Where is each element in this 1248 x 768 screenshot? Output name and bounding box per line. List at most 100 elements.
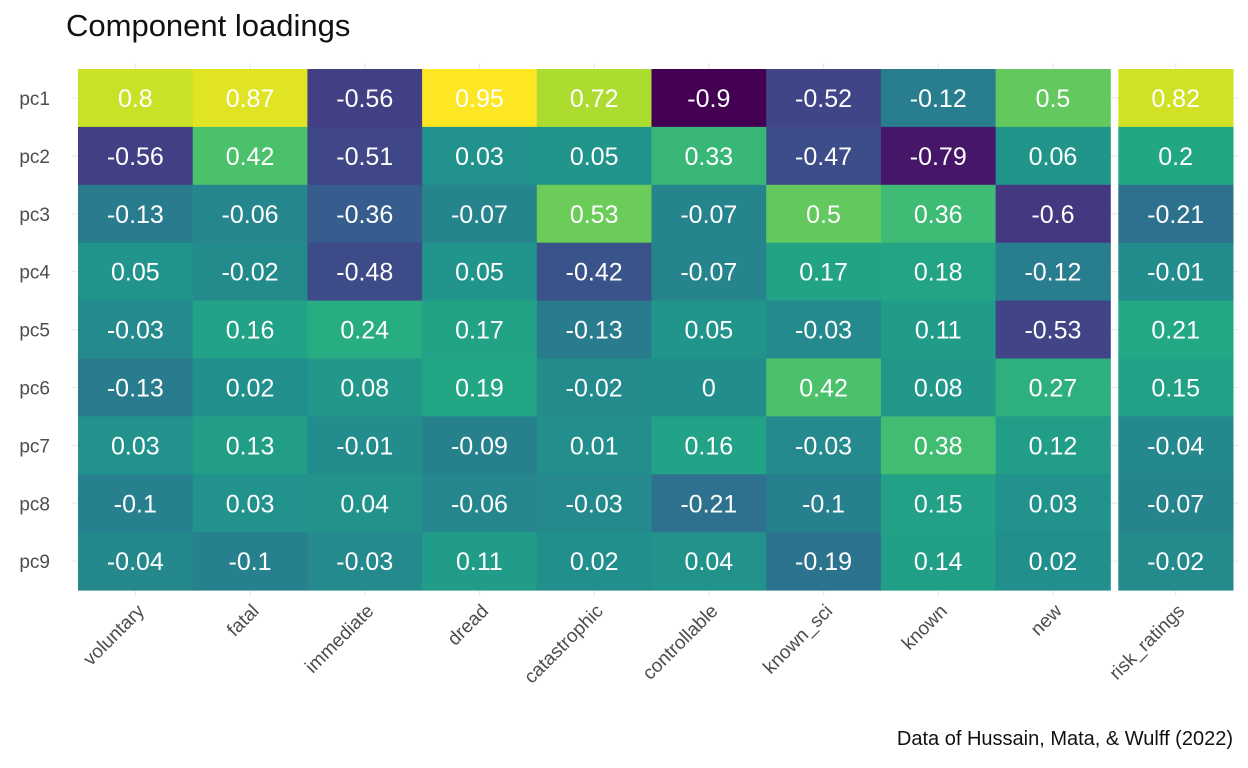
cell-value-label: 0.04 xyxy=(340,490,389,518)
cell-value-label: 0.03 xyxy=(226,490,275,518)
heatmap-cell xyxy=(307,358,423,417)
cell-value-label: -0.13 xyxy=(107,201,164,229)
y-tick-label: pc2 xyxy=(19,147,50,168)
cell-value-label: 0.17 xyxy=(799,259,848,287)
heatmap-cell xyxy=(1118,300,1234,359)
heatmap-cell xyxy=(422,242,538,302)
cell-value-label: -0.01 xyxy=(336,432,393,460)
heatmap-cell xyxy=(536,300,652,359)
heatmap-cell xyxy=(995,474,1111,533)
cell-value-label: -0.13 xyxy=(566,317,623,345)
cell-value-label: 0.19 xyxy=(455,374,504,402)
heatmap-cell xyxy=(1118,69,1234,128)
cell-value-label: 0 xyxy=(702,374,716,402)
y-tick-label: pc1 xyxy=(19,89,50,110)
cell-value-label: -0.09 xyxy=(451,432,508,460)
cell-value-label: -0.13 xyxy=(107,374,164,402)
y-tick-label: pc9 xyxy=(19,552,50,573)
heatmap-cell xyxy=(78,358,194,417)
cell-value-label: -0.12 xyxy=(1024,259,1081,287)
heatmap-cell xyxy=(307,242,423,302)
heatmap-cell xyxy=(880,242,997,302)
x-tick-label: risk_ratings xyxy=(1106,601,1190,685)
cell-value-label: 0.21 xyxy=(1151,317,1200,345)
cell-value-label: 0.08 xyxy=(914,374,963,402)
heatmap-cell xyxy=(192,242,308,302)
cell-value-label: -0.53 xyxy=(1024,317,1081,345)
cell-value-label: 0.02 xyxy=(1029,548,1078,576)
cell-value-label: 0.05 xyxy=(685,317,734,345)
cell-value-label: -0.07 xyxy=(680,259,737,287)
heatmap-cells: 0.8 0.87 -0.56 0.95 0.72 -0.9 -0.52 -0.12 0.5 0.8… xyxy=(78,69,1234,591)
heatmap-cell xyxy=(536,358,652,417)
heatmap-cell xyxy=(880,69,997,128)
heatmap-cell xyxy=(880,358,997,417)
cell-value-label: -0.06 xyxy=(451,490,508,518)
heatmap-cell xyxy=(422,358,538,417)
cell-value-label: 0.11 xyxy=(456,548,503,576)
x-tick-label: known xyxy=(898,601,952,655)
y-tick-label: pc6 xyxy=(19,378,50,399)
heatmap-cell xyxy=(651,532,767,591)
x-tick-label: catastrophic xyxy=(520,601,607,688)
cell-value-label: -0.07 xyxy=(680,201,737,229)
heatmap-cell xyxy=(1118,242,1234,302)
heatmap-cell xyxy=(192,532,308,591)
heatmap-cell xyxy=(78,69,194,128)
cell-value-label: 0.11 xyxy=(915,317,962,345)
heatmap-cell xyxy=(422,300,538,359)
heatmap-cell xyxy=(422,532,538,591)
heatmap-cell xyxy=(307,474,423,533)
heatmap-cell xyxy=(995,300,1111,359)
heatmap-cell xyxy=(651,126,767,186)
cell-value-label: 0.5 xyxy=(1036,85,1071,113)
heatmap-cell xyxy=(995,416,1111,475)
cell-value-label: -0.03 xyxy=(566,490,623,518)
cell-value-label: -0.1 xyxy=(114,490,157,518)
y-tick-label: pc5 xyxy=(19,321,50,342)
chart-caption: Data of Hussain, Mata, & Wulff (2022) xyxy=(896,728,1233,750)
cell-value-label: -0.1 xyxy=(229,548,272,576)
cell-value-label: 0.53 xyxy=(570,201,619,229)
cell-value-label: -0.19 xyxy=(795,548,852,576)
heatmap-cell xyxy=(766,300,882,359)
cell-value-label: 0.03 xyxy=(455,143,504,171)
x-tick-label: dread xyxy=(444,601,493,650)
cell-value-label: 0.42 xyxy=(799,374,848,402)
heatmap-cell xyxy=(880,474,997,533)
heatmap-cell xyxy=(880,126,997,186)
cell-value-label: -0.03 xyxy=(336,548,393,576)
cell-value-label: 0.05 xyxy=(570,143,619,171)
cell-value-label: -0.42 xyxy=(566,259,623,287)
y-tick-label: pc3 xyxy=(19,205,50,226)
heatmap-cell xyxy=(651,474,767,533)
cell-value-label: 0.08 xyxy=(340,374,389,402)
heatmap-cell xyxy=(192,474,308,533)
cell-value-label: -0.9 xyxy=(687,85,730,113)
heatmap-cell xyxy=(995,532,1111,591)
heatmap-cell xyxy=(651,184,767,244)
cell-value-label: 0.12 xyxy=(1029,432,1078,460)
cell-value-label: 0.72 xyxy=(570,85,619,113)
cell-value-label: 0.02 xyxy=(570,548,619,576)
cell-value-label: 0.05 xyxy=(455,259,504,287)
cell-value-label: -0.06 xyxy=(222,201,279,229)
cell-value-label: -0.03 xyxy=(795,317,852,345)
heatmap-cell xyxy=(78,416,194,475)
heatmap-cell xyxy=(1118,474,1234,533)
heatmap-cell xyxy=(192,416,308,475)
heatmap-cell xyxy=(995,69,1111,128)
cell-value-label: -0.07 xyxy=(451,201,508,229)
heatmap-cell xyxy=(1118,416,1234,475)
cell-value-label: -0.56 xyxy=(107,143,164,171)
cell-value-label: 0.95 xyxy=(455,85,504,113)
x-tick-label: voluntary xyxy=(80,600,150,670)
heatmap-cell xyxy=(307,416,423,475)
heatmap-cell xyxy=(880,300,997,359)
chart-title: Component loadings xyxy=(66,8,351,43)
heatmap-cell xyxy=(766,416,882,475)
cell-value-label: -0.36 xyxy=(336,201,393,229)
cell-value-label: -0.01 xyxy=(1147,259,1204,287)
cell-value-label: 0.06 xyxy=(1029,143,1078,171)
heatmap-cell xyxy=(192,184,308,244)
